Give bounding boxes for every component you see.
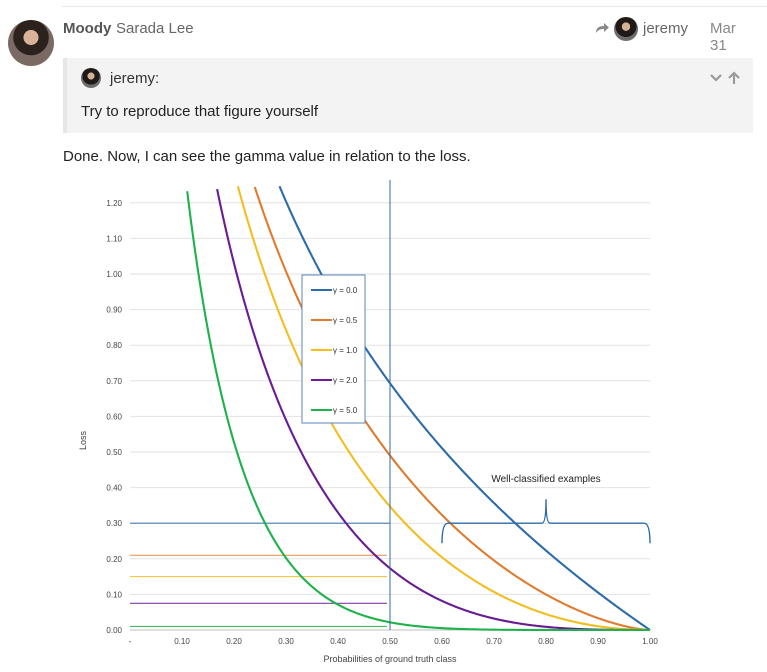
username[interactable]: Moody — [63, 20, 112, 37]
quote-block: jeremy: Try to reproduce that figure you… — [63, 58, 753, 133]
x-tick-labels: - 0.10 0.20 0.30 0.40 0.50 0.60 0.70 0.80 0.90 1.0… — [129, 637, 659, 646]
reply-to-avatar[interactable] — [614, 17, 638, 41]
x-axis-label: Probabilities of ground truth class — [323, 654, 457, 664]
avatar[interactable] — [8, 20, 54, 66]
loss-curve — [236, 186, 650, 632]
y-tick-label: 1.00 — [106, 270, 122, 279]
y-tick-label: 0.90 — [106, 306, 122, 315]
legend-label: γ = 2.0 — [333, 376, 358, 385]
x-tick-label: 0.60 — [434, 637, 450, 646]
y-tick-label: 0.80 — [106, 341, 122, 350]
y-tick-label: 0.60 — [106, 412, 122, 421]
x-tick-label: 0.30 — [278, 637, 294, 646]
y-tick-label: 0.10 — [106, 590, 122, 599]
quote-avatar[interactable] — [81, 68, 101, 88]
legend: γ = 0.0 γ = 0.5 γ = 1.0 γ = 2.0 γ = 5.0 — [301, 274, 366, 424]
x-tick-label: - — [129, 637, 132, 646]
legend-label: γ = 0.0 — [333, 286, 358, 295]
post-body-text: Done. Now, I can see the gamma value in … — [63, 148, 471, 165]
legend-label: γ = 5.0 — [333, 406, 358, 415]
legend-label: γ = 0.5 — [333, 316, 358, 325]
full-name[interactable]: Sarada Lee — [116, 20, 194, 37]
well-classified-annotation: Well-classified examples — [441, 474, 651, 544]
chevron-down-icon[interactable] — [710, 74, 722, 82]
quote-author: jeremy: — [110, 70, 160, 87]
x-tick-label: 0.10 — [174, 637, 190, 646]
curly-brace — [441, 499, 651, 544]
x-tick-label: 0.50 — [382, 637, 398, 646]
y-tick-label: 0.20 — [106, 555, 122, 564]
y-tick-label: 1.20 — [106, 199, 122, 208]
y-tick-label: 0.50 — [106, 448, 122, 457]
x-tick-label: 0.70 — [486, 637, 502, 646]
arrow-up-icon[interactable] — [728, 71, 740, 84]
y-tick-label: 1.10 — [106, 234, 122, 243]
annotation-label: Well-classified examples — [491, 474, 600, 485]
y-tick-labels: 0.00 0.10 0.20 0.30 0.40 0.50 0.60 0.70 0.80 0.90… — [106, 199, 122, 635]
quote-text: Try to reproduce that figure yourself — [81, 103, 319, 120]
reply-arrow-icon[interactable] — [593, 20, 611, 36]
legend-label: γ = 1.0 — [333, 346, 358, 355]
loss-curve — [186, 191, 650, 632]
loss-curves — [186, 185, 651, 632]
y-tick-label: 0.70 — [106, 377, 122, 386]
y-tick-label: 0.00 — [106, 626, 122, 635]
reply-to-user[interactable]: jeremy — [643, 20, 689, 37]
x-tick-label: 0.20 — [226, 637, 242, 646]
y-tick-label: 0.30 — [106, 519, 122, 528]
x-tick-label: 0.90 — [590, 637, 606, 646]
post-header: Moody Sarada Lee jeremy Mar 31 — [63, 17, 753, 54]
post-date[interactable]: Mar 31 — [710, 20, 736, 54]
x-tick-label: 0.40 — [330, 637, 346, 646]
y-tick-label: 0.40 — [106, 484, 122, 493]
x-tick-label: 1.00 — [642, 637, 658, 646]
loss-curve — [216, 188, 650, 632]
y-axis-label: Loss — [78, 430, 88, 450]
focal-loss-chart: 0.00 0.10 0.20 0.30 0.40 0.50 0.60 0.70 0.80 0.90… — [78, 180, 659, 664]
quote-controls — [710, 71, 740, 84]
x-tick-label: 0.80 — [538, 637, 554, 646]
post-divider — [62, 6, 767, 7]
